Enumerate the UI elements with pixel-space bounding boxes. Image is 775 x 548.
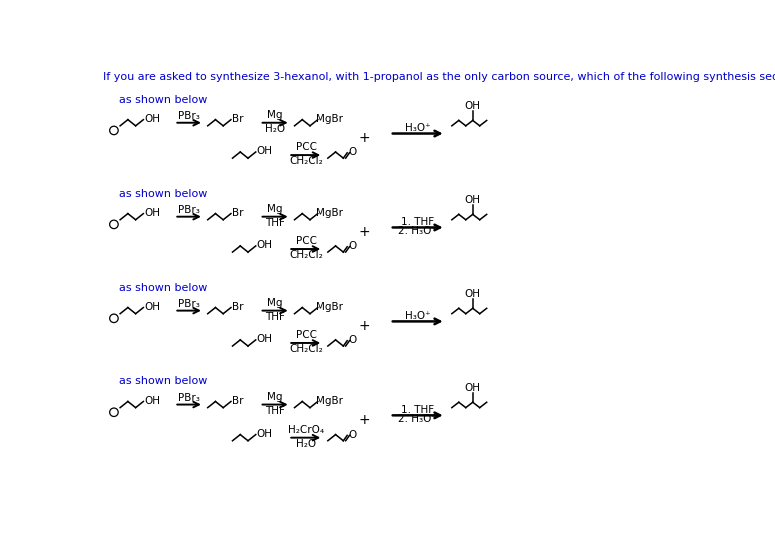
Text: Br: Br xyxy=(232,396,243,406)
Text: MgBr: MgBr xyxy=(316,114,343,124)
Text: Br: Br xyxy=(232,114,243,124)
Text: OH: OH xyxy=(257,429,272,439)
Text: Mg: Mg xyxy=(267,298,283,308)
Text: MgBr: MgBr xyxy=(316,396,343,406)
Text: +: + xyxy=(358,225,370,239)
Text: THF: THF xyxy=(265,406,285,416)
Text: Mg: Mg xyxy=(267,204,283,214)
Text: H₂CrO₄: H₂CrO₄ xyxy=(288,425,324,435)
Text: OH: OH xyxy=(465,383,480,392)
Text: 2. H₃O⁺: 2. H₃O⁺ xyxy=(398,414,437,424)
Text: as shown below: as shown below xyxy=(119,376,207,386)
Text: CH₂Cl₂: CH₂Cl₂ xyxy=(289,250,323,260)
Text: OH: OH xyxy=(257,334,272,344)
Text: THF: THF xyxy=(265,218,285,228)
Text: H₂O: H₂O xyxy=(296,439,316,449)
Text: O: O xyxy=(349,430,356,439)
Text: THF: THF xyxy=(265,312,285,322)
Text: PBr₃: PBr₃ xyxy=(178,392,200,403)
Text: +: + xyxy=(358,413,370,427)
Text: O: O xyxy=(349,241,356,251)
Text: as shown below: as shown below xyxy=(119,95,207,105)
Text: as shown below: as shown below xyxy=(119,189,207,198)
Text: OH: OH xyxy=(257,146,272,156)
Text: PCC: PCC xyxy=(295,330,317,340)
Text: OH: OH xyxy=(465,289,480,299)
Text: OH: OH xyxy=(144,396,160,406)
Text: OH: OH xyxy=(144,302,160,312)
Text: PCC: PCC xyxy=(295,236,317,246)
Text: PBr₃: PBr₃ xyxy=(178,299,200,309)
Text: H₂O: H₂O xyxy=(265,124,285,134)
Text: PBr₃: PBr₃ xyxy=(178,111,200,121)
Text: PBr₃: PBr₃ xyxy=(178,205,200,215)
Text: 1. THF: 1. THF xyxy=(401,217,434,227)
Text: 1. THF: 1. THF xyxy=(401,405,434,415)
Text: 2. H₃O⁺: 2. H₃O⁺ xyxy=(398,226,437,236)
Text: Mg: Mg xyxy=(267,110,283,120)
Text: OH: OH xyxy=(144,114,160,124)
Text: Br: Br xyxy=(232,302,243,312)
Text: OH: OH xyxy=(144,208,160,218)
Text: as shown below: as shown below xyxy=(119,283,207,293)
Text: MgBr: MgBr xyxy=(316,302,343,312)
Text: OH: OH xyxy=(465,195,480,205)
Text: +: + xyxy=(358,319,370,333)
Text: O: O xyxy=(349,335,356,345)
Text: Mg: Mg xyxy=(267,392,283,402)
Text: +: + xyxy=(358,131,370,145)
Text: Br: Br xyxy=(232,208,243,218)
Text: CH₂Cl₂: CH₂Cl₂ xyxy=(289,156,323,166)
Text: If you are asked to synthesize 3-hexanol, with 1-propanol as the only carbon sou: If you are asked to synthesize 3-hexanol… xyxy=(103,72,775,82)
Text: OH: OH xyxy=(465,101,480,111)
Text: PCC: PCC xyxy=(295,142,317,152)
Text: OH: OH xyxy=(257,240,272,250)
Text: O: O xyxy=(349,147,356,157)
Text: H₃O⁺: H₃O⁺ xyxy=(405,311,431,321)
Text: CH₂Cl₂: CH₂Cl₂ xyxy=(289,344,323,354)
Text: MgBr: MgBr xyxy=(316,208,343,218)
Text: H₃O⁺: H₃O⁺ xyxy=(405,123,431,133)
